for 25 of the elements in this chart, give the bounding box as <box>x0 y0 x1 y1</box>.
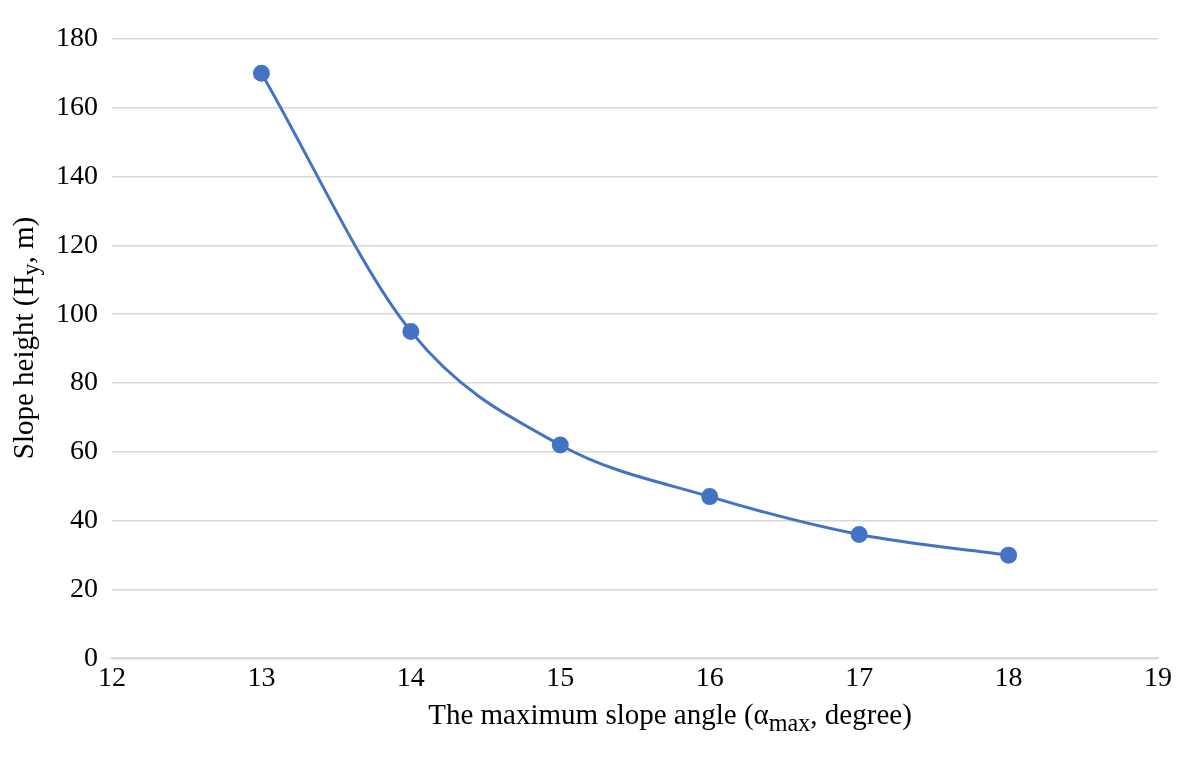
x-tick-label: 17 <box>845 660 874 692</box>
point <box>1000 546 1018 564</box>
y-tick-label: 0 <box>84 640 98 672</box>
y-tick-label: 160 <box>56 90 98 121</box>
x-tick-label: 15 <box>546 660 575 692</box>
y-tick-label: 60 <box>70 434 98 466</box>
y-tick-label: 140 <box>56 158 98 190</box>
x-tick-label: 16 <box>695 660 724 692</box>
point <box>551 436 569 454</box>
x-tick-label: 13 <box>247 660 276 692</box>
x-tick-label: 19 <box>1144 660 1172 692</box>
point <box>402 322 420 340</box>
y-tick-label: 180 <box>56 21 98 53</box>
x-axis-title: The maximum slope angle (α$_{max}$, degree) <box>427 698 913 737</box>
point <box>850 525 868 543</box>
y-tick-label: 100 <box>56 296 98 328</box>
y-tick-label: 40 <box>70 503 98 535</box>
x-tick-label: 18 <box>994 660 1023 692</box>
point <box>701 488 719 506</box>
y-tick-label: 120 <box>56 227 98 259</box>
y-tick-label: 80 <box>70 365 98 397</box>
y-tick-label: 20 <box>70 571 98 603</box>
x-tick-label: 14 <box>396 660 425 692</box>
x-tick-label: 12 <box>98 660 126 692</box>
point <box>252 64 270 82</box>
